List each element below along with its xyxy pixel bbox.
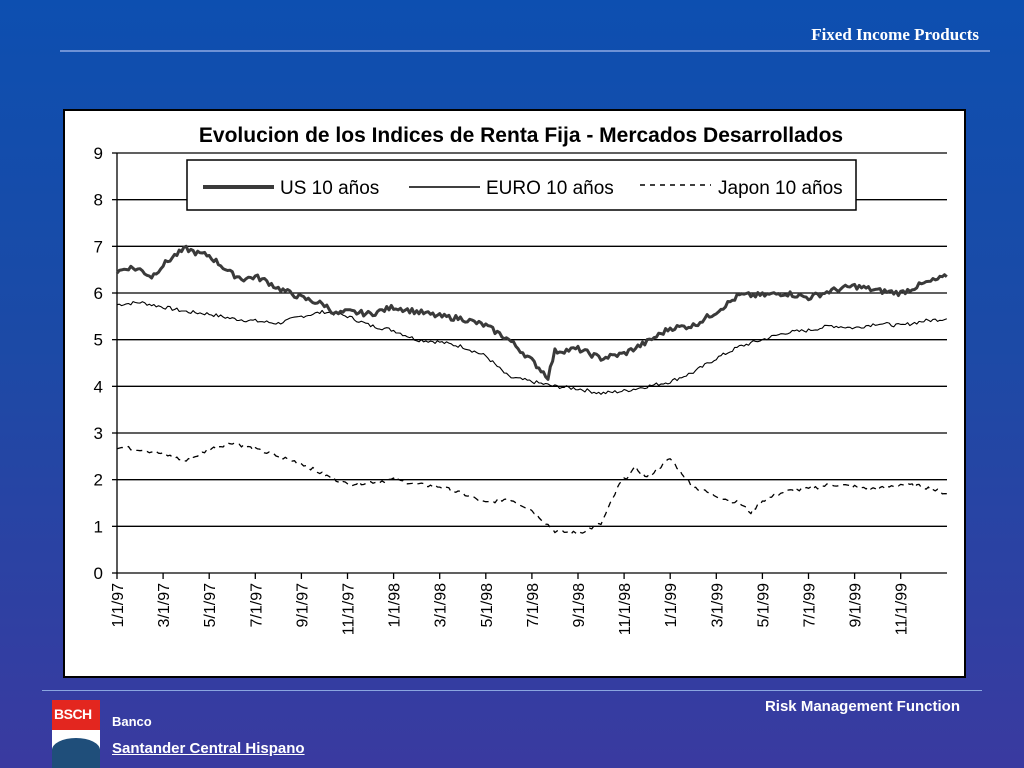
- x-tick-label: 7/1/98: [525, 583, 542, 628]
- header-divider: [60, 50, 990, 52]
- legend-box: [186, 159, 857, 211]
- line-chart: Evolucion de los Indices de Renta Fija -…: [94, 124, 948, 635]
- y-tick-label: 5: [94, 331, 103, 350]
- chart-legend: US 10 años EURO 10 años Japon 10 años: [186, 159, 857, 211]
- y-axis-ticks: 0 1 2 3 4 5 6 7 8 9: [94, 144, 118, 583]
- series-line-0: [115, 244, 948, 381]
- footer-divider: [42, 690, 982, 691]
- chart-panel: Evolucion de los Indices de Renta Fija -…: [63, 109, 966, 678]
- x-axis-ticks: 1/1/97 3/1/97 5/1/97 7/1/97 9/1/97 11/1/97 1/1…: [110, 573, 911, 635]
- x-tick-label: 7/1/97: [248, 583, 265, 628]
- bank-logo: BSCH: [52, 700, 100, 768]
- x-tick-label: 1/1/99: [663, 583, 680, 628]
- chart-title: Evolucion de los Indices de Renta Fija -…: [199, 124, 843, 147]
- y-tick-label: 2: [94, 471, 103, 490]
- x-tick-label: 5/1/97: [202, 583, 219, 628]
- y-tick-label: 7: [94, 237, 103, 256]
- x-tick-label: 5/1/98: [479, 583, 496, 628]
- y-tick-label: 6: [94, 284, 103, 303]
- logo-text: BSCH: [54, 706, 92, 722]
- logo-blue-shape: [52, 738, 100, 768]
- x-tick-label: 3/1/97: [156, 583, 173, 628]
- legend-label-euro: EURO 10 años: [486, 178, 614, 199]
- y-tick-label: 8: [94, 191, 103, 210]
- x-tick-label: 7/1/99: [802, 583, 819, 628]
- x-tick-label: 3/1/98: [433, 583, 450, 628]
- series-line-2: [116, 442, 947, 535]
- y-tick-label: 9: [94, 144, 103, 163]
- y-tick-label: 1: [94, 517, 103, 536]
- x-tick-label: 9/1/97: [294, 583, 311, 628]
- logo-red-band: [52, 700, 100, 730]
- y-tick-label: 4: [94, 377, 103, 396]
- legend-label-japon: Japon 10 años: [718, 178, 843, 199]
- x-tick-label: 1/1/98: [387, 583, 404, 628]
- bank-label: Banco: [112, 714, 152, 729]
- x-tick-label: 3/1/99: [709, 583, 726, 628]
- x-tick-label: 1/1/97: [110, 583, 127, 628]
- x-tick-label: 11/1/97: [341, 583, 358, 635]
- x-tick-label: 11/1/99: [894, 583, 911, 635]
- x-tick-label: 9/1/99: [848, 583, 865, 628]
- x-tick-label: 11/1/98: [617, 583, 634, 635]
- x-tick-label: 5/1/99: [755, 583, 772, 628]
- series-line-1: [116, 301, 948, 395]
- footer-department: Risk Management Function: [764, 698, 960, 715]
- y-tick-label: 0: [94, 564, 103, 583]
- chart-series: [115, 244, 948, 535]
- legend-label-us: US 10 años: [280, 178, 379, 199]
- page-title: Fixed Income Products: [811, 25, 979, 44]
- x-tick-label: 9/1/98: [571, 583, 588, 628]
- y-tick-label: 3: [94, 424, 103, 443]
- bank-name-link[interactable]: Santander Central Hispano: [112, 740, 305, 757]
